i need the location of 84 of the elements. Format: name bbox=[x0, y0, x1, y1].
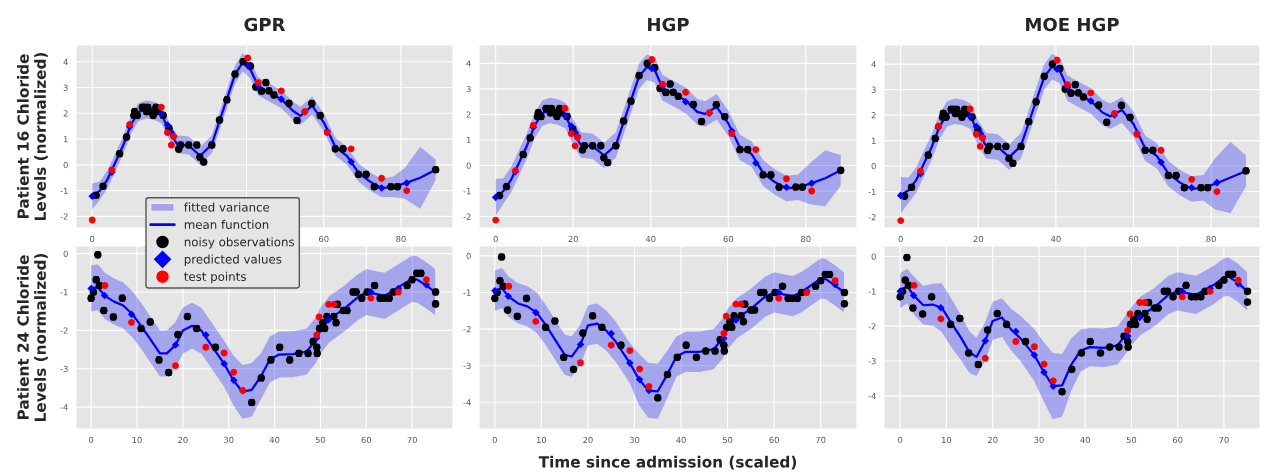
x-tick-label: 0 bbox=[89, 436, 94, 444]
y-tick-label: -1 bbox=[60, 187, 68, 194]
x-tick-label: 40 bbox=[676, 436, 686, 444]
x-tick-label: 0 bbox=[492, 436, 497, 444]
y-tick-label: -3 bbox=[463, 362, 471, 369]
y-tick-label: 3 bbox=[871, 86, 876, 93]
y-axis-title: Patient 16 Chloride Levels (normalized) bbox=[17, 52, 48, 221]
x-tick-label: 0 bbox=[493, 235, 498, 243]
x-tick-label: 80 bbox=[1206, 235, 1216, 243]
y-tick-label: 0 bbox=[871, 163, 876, 170]
y-tick-label: -4 bbox=[463, 399, 471, 406]
y-tick-label: 4 bbox=[871, 61, 876, 68]
x-tick-label: 70 bbox=[816, 436, 826, 444]
x-tick-label: 0 bbox=[898, 235, 903, 243]
x-tick-label: 60 bbox=[723, 235, 734, 243]
legend-label: noisy observations bbox=[184, 237, 295, 249]
x-tick-label: 30 bbox=[224, 436, 234, 444]
x-tick-label: 30 bbox=[1034, 436, 1044, 444]
x-tick-label: 40 bbox=[269, 436, 280, 444]
y-tick-label: -1 bbox=[868, 288, 876, 295]
x-tick-label: 10 bbox=[942, 436, 952, 444]
x-tick-label: 0 bbox=[898, 436, 903, 444]
x-tick-label: 80 bbox=[801, 235, 811, 243]
x-tick-label: 60 bbox=[319, 235, 329, 243]
y-tick-label: 0 bbox=[871, 253, 876, 260]
x-tick-label: 40 bbox=[645, 235, 656, 243]
y-tick-label: 1 bbox=[63, 136, 68, 143]
y-tick-label: -1 bbox=[463, 188, 471, 195]
y-tick-label: 2 bbox=[871, 112, 876, 119]
x-tick-label: 50 bbox=[1126, 436, 1137, 444]
y-tick-label: -1 bbox=[868, 188, 876, 195]
y-tick-label: -2 bbox=[60, 327, 68, 334]
y-tick-label: 0 bbox=[466, 252, 471, 260]
y-tick-label: 3 bbox=[63, 84, 68, 91]
y-tick-label: -2 bbox=[463, 326, 471, 333]
chart-title: GPR bbox=[244, 17, 286, 32]
y-tick-label: 3 bbox=[466, 85, 471, 93]
y-tick-label: -1 bbox=[463, 289, 471, 296]
x-tick-label: 60 bbox=[1172, 436, 1183, 444]
x-tick-label: 20 bbox=[568, 235, 578, 243]
x-tick-label: 40 bbox=[1051, 235, 1061, 243]
y-tick-label: -4 bbox=[868, 392, 876, 400]
x-tick-label: 10 bbox=[132, 436, 142, 444]
x-tick-label: 20 bbox=[987, 436, 998, 444]
y-tick-label: 2 bbox=[63, 110, 68, 117]
legend-label: test points bbox=[184, 271, 246, 284]
x-tick-label: 20 bbox=[178, 436, 188, 444]
x-tick-label: 20 bbox=[973, 235, 984, 243]
y-tick-label: -1 bbox=[60, 289, 68, 296]
x-tick-label: 10 bbox=[536, 436, 547, 444]
y-tick-label: 0 bbox=[63, 161, 68, 169]
y-tick-label: 1 bbox=[871, 137, 876, 144]
legend-label: predicted values bbox=[184, 254, 282, 266]
y-tick-label: 1 bbox=[466, 137, 471, 144]
x-tick-label: 70 bbox=[1219, 436, 1229, 444]
y-tick-label: -2 bbox=[60, 213, 68, 220]
x-tick-label: 80 bbox=[396, 235, 406, 243]
x-axis-title: Time since admission (scaled) bbox=[538, 455, 797, 470]
y-tick-label: 2 bbox=[466, 111, 471, 118]
y-axis-title: Patient 24 Chloride Levels (normalized) bbox=[17, 253, 48, 422]
y-tick-label: 0 bbox=[466, 162, 471, 169]
y-tick-label: 0 bbox=[63, 250, 68, 257]
y-tick-label: -2 bbox=[868, 323, 876, 330]
legend-label: mean function bbox=[184, 219, 269, 229]
chart-title: MOE HGP bbox=[1026, 17, 1119, 32]
y-tick-label: -2 bbox=[463, 213, 471, 220]
annotation: fitted variance bbox=[184, 202, 270, 212]
x-tick-label: 60 bbox=[1128, 235, 1139, 243]
y-tick-label: -3 bbox=[868, 358, 876, 365]
x-tick-label: 60 bbox=[769, 436, 779, 444]
x-tick-label: 0 bbox=[90, 235, 95, 243]
x-tick-label: 40 bbox=[1080, 436, 1090, 444]
chart-title: HGP bbox=[648, 17, 689, 32]
x-tick-label: 50 bbox=[315, 436, 326, 444]
x-tick-label: 30 bbox=[629, 436, 640, 444]
x-tick-label: 20 bbox=[583, 436, 593, 444]
y-tick-label: -4 bbox=[60, 404, 68, 411]
y-tick-label: 4 bbox=[466, 60, 471, 67]
y-tick-label: 4 bbox=[63, 58, 68, 65]
y-tick-label: -2 bbox=[868, 214, 876, 221]
x-tick-label: 70 bbox=[407, 436, 417, 444]
x-tick-label: 60 bbox=[361, 436, 372, 444]
x-tick-label: 50 bbox=[722, 436, 733, 444]
y-tick-label: -3 bbox=[60, 365, 68, 373]
